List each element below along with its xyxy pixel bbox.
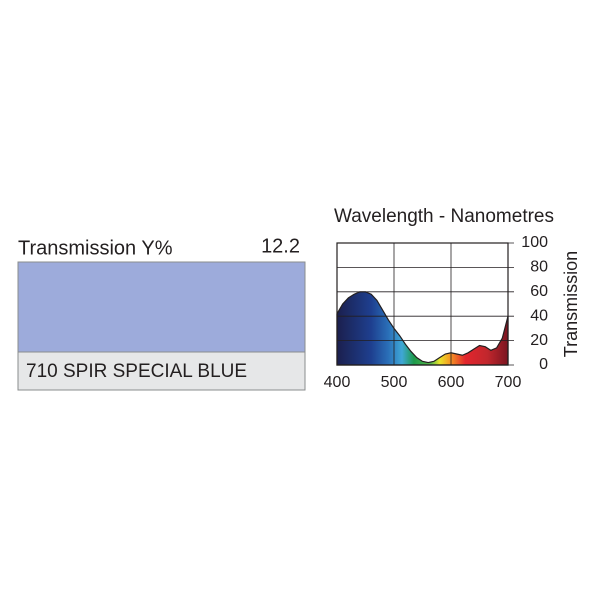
y-tick-label: 80 [530, 259, 548, 276]
y-tick-label: 100 [521, 234, 548, 251]
y-tick-label: 60 [530, 283, 548, 300]
y-axis-label: Transmission [561, 251, 581, 357]
x-tick-label: 400 [324, 374, 351, 391]
transmission-value: 12.2 [261, 235, 300, 257]
y-tick-label: 20 [530, 332, 548, 349]
filter-name: 710 SPIR SPECIAL BLUE [26, 361, 247, 382]
y-tick-label: 0 [539, 356, 548, 373]
chart-title: Wavelength - Nanometres [334, 206, 554, 227]
transmission-label: Transmission Y% [18, 237, 173, 259]
y-tick-label: 40 [530, 307, 548, 324]
x-tick-label: 700 [495, 374, 522, 391]
x-tick-label: 500 [381, 374, 408, 391]
transmission-area [336, 291, 509, 366]
x-tick-label: 600 [438, 374, 465, 391]
color-swatch [17, 261, 306, 353]
plot-frame [336, 242, 509, 366]
name-bar [17, 351, 306, 391]
